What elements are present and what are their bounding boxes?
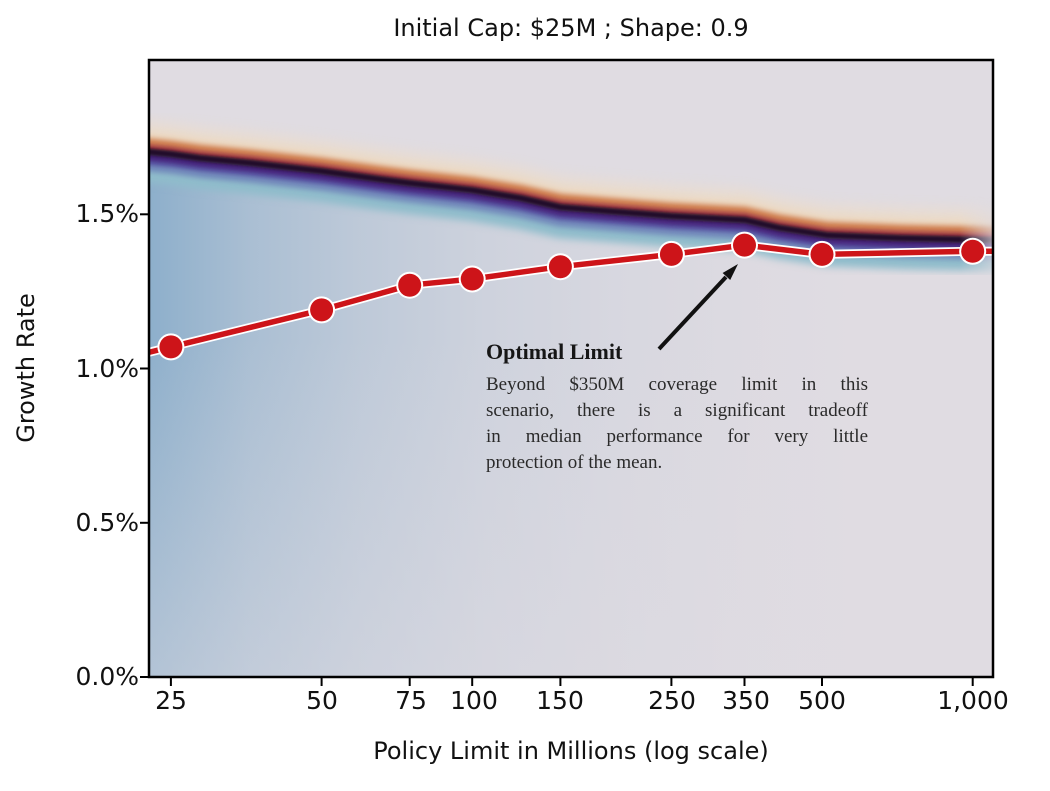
data-marker — [548, 255, 572, 279]
annotation-heading: Optimal Limit — [486, 339, 623, 364]
chart-layer — [149, 119, 993, 677]
data-marker — [460, 267, 484, 291]
x-axis-label: Policy Limit in Millions (log scale) — [373, 737, 769, 765]
axis-ticks — [140, 213, 974, 686]
x-tick-label-150: 150 — [536, 686, 584, 715]
data-marker — [398, 273, 422, 297]
density-band-layer — [149, 119, 993, 225]
data-marker — [733, 233, 756, 257]
density-band-layer — [149, 129, 993, 233]
y-tick-label-0-0: 0.0% — [75, 662, 139, 691]
x-tick-label-100: 100 — [450, 686, 498, 715]
annotation-arrow — [657, 264, 738, 351]
annotation-body-line: protection of the mean. — [486, 452, 663, 473]
data-marker — [810, 242, 834, 266]
density-band-layer — [149, 153, 993, 249]
x-tick-label-350: 350 — [722, 686, 770, 715]
data-marker — [659, 242, 683, 266]
annotation-body-line: scenario, there is a significant tradeof… — [486, 400, 868, 421]
density-band-layer — [149, 138, 993, 236]
data-marker — [961, 239, 985, 263]
y-axis-label: Growth Rate — [12, 293, 40, 443]
x-tick-label-25: 25 — [155, 686, 187, 715]
data-marker — [159, 335, 183, 359]
annotation-body-line: Beyond $350M coverage limit in this — [486, 374, 868, 395]
x-tick-label-250: 250 — [648, 686, 696, 715]
density-band-layer — [149, 156, 993, 254]
y-tick-label-0-5: 0.5% — [75, 508, 139, 537]
x-tick-label-500: 500 — [798, 686, 846, 715]
annotation-body-line: in median performance for very little — [486, 426, 868, 447]
y-tick-label-1-5: 1.5% — [75, 199, 139, 228]
density-band-layer — [149, 144, 993, 240]
x-tick-label-50: 50 — [306, 686, 338, 715]
x-tick-label-1000: 1,000 — [937, 686, 1009, 715]
chart-title: Initial Cap: $25M ; Shape: 0.9 — [393, 14, 749, 42]
plot-border — [147, 58, 995, 679]
data-marker — [310, 298, 334, 322]
x-tick-label-75: 75 — [395, 686, 427, 715]
density-band-layer — [149, 148, 993, 244]
y-tick-label-1-0: 1.0% — [75, 354, 139, 383]
annotation-body: Beyond $350M coverage limit in this scen… — [486, 372, 868, 476]
